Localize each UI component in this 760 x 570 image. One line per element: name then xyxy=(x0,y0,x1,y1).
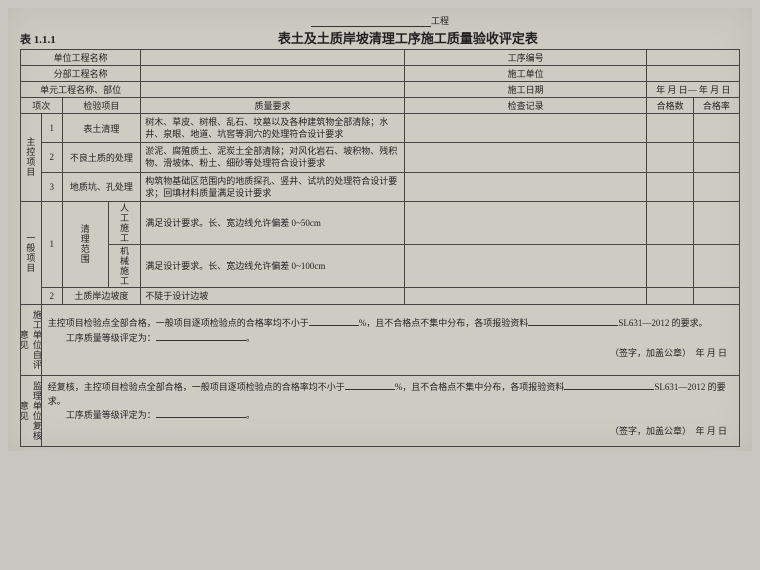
main-3-no: 3 xyxy=(41,172,62,201)
sup-eval-row: 监理单位复核意见 经复核，主控项目检验点全部合格，一般项目逐项检验点的合格率均不… xyxy=(21,375,740,446)
sup-eval-label: 监理单位复核意见 xyxy=(21,375,42,446)
column-headers: 项次 检验项目 质量要求 检查记录 合格数 合格率 xyxy=(21,98,740,114)
col-pass-r: 合格率 xyxy=(693,98,739,114)
gen-2-name: 土质岸边坡度 xyxy=(62,287,141,304)
col-req: 质量要求 xyxy=(141,98,405,114)
sub-project-value xyxy=(141,66,405,82)
self-eval-signature: （签字，加盖公章） 年 月 日 xyxy=(48,345,733,364)
sup-eval-body: 经复核，主控项目检验点全部合格，一般项目逐项检验点的合格率均不小于%，且不合格点… xyxy=(41,375,739,446)
date-label: 施工日期 xyxy=(404,82,647,98)
unit-project-value xyxy=(141,50,405,66)
quality-form-table: 单位工程名称 工序编号 分部工程名称 施工单位 单元工程名称、部位 施工日期 年… xyxy=(20,49,740,447)
main-row-1: 主控项目 1 表土清理 树木、草皮、树根、乱石、坟墓以及各种建筑物全部清除；水井… xyxy=(21,114,740,143)
gen-1-name: 清理范围 xyxy=(62,201,108,287)
group-main-label: 主控项目 xyxy=(21,114,42,202)
col-record: 检查记录 xyxy=(404,98,647,114)
self-eval-body: 主控项目检验点全部合格，一般项目逐项检验点的合格率均不小于%，且不合格点不集中分… xyxy=(41,304,739,375)
group-general-label: 一般项目 xyxy=(21,201,42,304)
gen-2-req: 不陡于设计边坡 xyxy=(141,287,405,304)
meta-row-1: 单位工程名称 工序编号 xyxy=(21,50,740,66)
self-eval-row: 施工单位自评意见 主控项目检验点全部合格，一般项目逐项检验点的合格率均不小于%，… xyxy=(21,304,740,375)
col-seq: 项次 xyxy=(21,98,63,114)
col-item: 检验项目 xyxy=(62,98,141,114)
main-3-name: 地质坑、孔处理 xyxy=(62,172,141,201)
sup-eval-signature: （签字，加盖公章） 年 月 日 xyxy=(48,423,733,442)
form-page: 工程 表 1.1.1 表土及土质岸坡清理工序施工质量验收评定表 单位工程名称 工… xyxy=(8,8,752,451)
sub-project-label: 分部工程名称 xyxy=(21,66,141,82)
main-1-pn xyxy=(647,114,693,143)
main-1-pr xyxy=(693,114,739,143)
main-1-req: 树木、草皮、树根、乱石、坟墓以及各种建筑物全部清除；水井、泉眼、地道、坑窖等洞穴… xyxy=(141,114,405,143)
gen-2-no: 2 xyxy=(41,287,62,304)
element-label: 单元工程名称、部位 xyxy=(21,82,141,98)
main-1-no: 1 xyxy=(41,114,62,143)
form-title: 表土及土质岸坡清理工序施工质量验收评定表 xyxy=(76,28,740,47)
proc-no-value xyxy=(647,50,740,66)
gen-1a-req: 满足设计要求。长、宽边线允许偏差 0~50cm xyxy=(141,201,405,244)
main-2-name: 不良土质的处理 xyxy=(62,143,141,172)
main-2-req: 淤泥、腐殖质土、泥炭土全部清除；对风化岩石、坡积物、残积物、滑坡体、粉土、细砂等… xyxy=(141,143,405,172)
meta-row-2: 分部工程名称 施工单位 xyxy=(21,66,740,82)
col-pass-n: 合格数 xyxy=(647,98,693,114)
gen-row-2: 2 土质岸边坡度 不陡于设计边坡 xyxy=(21,287,740,304)
self-eval-label: 施工单位自评意见 xyxy=(21,304,42,375)
header-row: 表 1.1.1 表土及土质岸坡清理工序施工质量验收评定表 xyxy=(20,28,740,47)
gen-1b-sub: 机械施工 xyxy=(108,244,140,287)
gen-1a-sub: 人工施工 xyxy=(108,201,140,244)
main-row-2: 2 不良土质的处理 淤泥、腐殖质土、泥炭土全部清除；对风化岩石、坡积物、残积物、… xyxy=(21,143,740,172)
gen-1b-req: 满足设计要求。长、宽边线允许偏差 0~100cm xyxy=(141,244,405,287)
main-row-3: 3 地质坑、孔处理 构筑物基础区范围内的地质探孔、竖井、试坑的处理符合设计要求；… xyxy=(21,172,740,201)
main-1-name: 表土清理 xyxy=(62,114,141,143)
gen-row-1b: 机械施工 满足设计要求。长、宽边线允许偏差 0~100cm xyxy=(21,244,740,287)
element-value xyxy=(141,82,405,98)
contractor-label: 施工单位 xyxy=(404,66,647,82)
unit-project-label: 单位工程名称 xyxy=(21,50,141,66)
gen-1-no: 1 xyxy=(41,201,62,287)
main-2-no: 2 xyxy=(41,143,62,172)
table-number: 表 1.1.1 xyxy=(20,31,56,47)
main-1-rec xyxy=(404,114,647,143)
proc-no-label: 工序编号 xyxy=(404,50,647,66)
meta-row-3: 单元工程名称、部位 施工日期 年 月 日— 年 月 日 xyxy=(21,82,740,98)
gen-row-1a: 一般项目 1 清理范围 人工施工 满足设计要求。长、宽边线允许偏差 0~50cm xyxy=(21,201,740,244)
main-3-req: 构筑物基础区范围内的地质探孔、竖井、试坑的处理符合设计要求；回填材料质量满足设计… xyxy=(141,172,405,201)
project-blank-line: 工程 xyxy=(20,14,740,27)
date-value: 年 月 日— 年 月 日 xyxy=(647,82,740,98)
contractor-value xyxy=(647,66,740,82)
